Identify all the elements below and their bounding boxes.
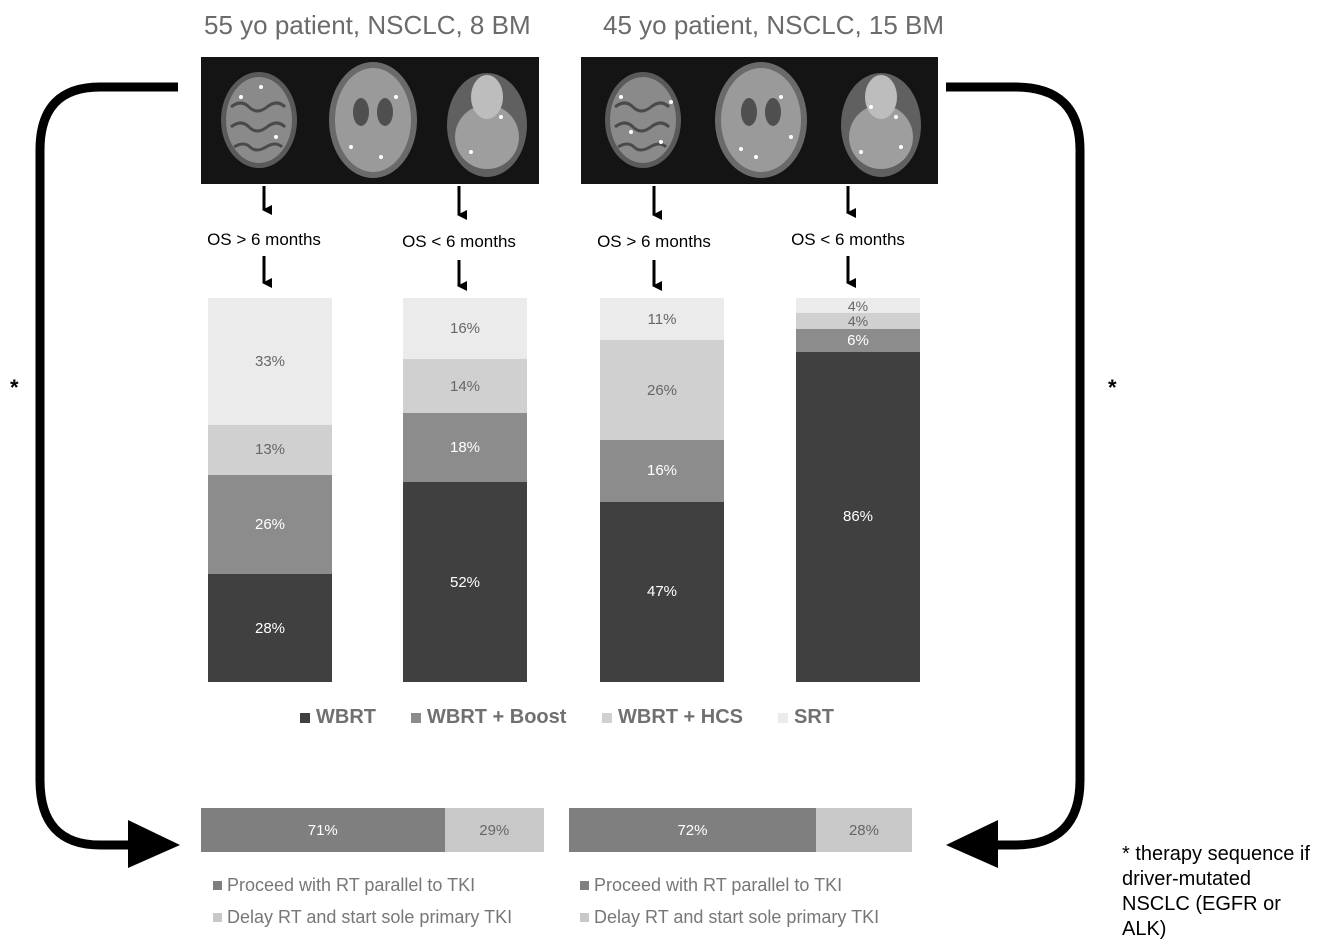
bar-segment-wbrt-hcs-2: 14% [403,359,527,414]
bar-label: 4% [847,313,869,330]
bar-segment-srt-4: 4% [796,297,920,314]
bar-segment-wbrt-boost-3: 16% [600,440,724,502]
os-label-1: OS > 6 months [207,230,321,249]
hlegend-swatch-proceed-right [580,881,589,890]
bar-label: 11% [647,310,677,328]
bar-segment-wbrt-4: 86% [796,351,920,682]
panel-title-right: 45 yo patient, NSCLC, 15 BM [603,10,945,40]
hlegend-swatch-proceed-left [213,881,222,890]
hbar-label: 71% [307,821,338,839]
hlegend-swatch-delay-right [580,913,589,922]
left-curved-connector [35,82,178,850]
hbar-segment-delay-1: 29% [444,808,544,852]
star-right: * [1108,375,1117,400]
legend-srt: SRT [778,706,834,729]
hlegend-proceed-left: Proceed with RT parallel to TKI [213,875,475,896]
bar-label: 26% [646,381,678,399]
bar-label: 18% [449,439,481,457]
star-left: * [10,375,19,400]
right-curved-connector [946,82,1085,850]
mri-image-right [581,57,938,184]
bar-segment-wbrt-boost-2: 18% [403,413,527,483]
bar-segment-wbrt-hcs-1: 13% [208,424,332,475]
hlegend-swatch-delay-left [213,913,222,922]
legend-label-wbrt: WBRT [316,706,376,728]
bar-segment-srt-2: 16% [403,298,527,360]
legend-swatch-wbrt-boost [411,712,421,723]
bar-label: 14% [449,377,481,395]
hbar-label: 28% [848,821,879,839]
bar-label: 33% [254,352,286,370]
legend-wbrt-hcs: WBRT + HCS [602,706,743,729]
bar-segment-wbrt-1: 28% [208,574,332,682]
bar-segment-srt-1: 33% [208,298,332,425]
hlegend-label-proceed-right: Proceed with RT parallel to TKI [594,875,843,895]
legend-swatch-wbrt-hcs [602,712,612,723]
legend-swatch-wbrt [300,712,310,723]
hlegend-label-proceed-left: Proceed with RT parallel to TKI [227,875,476,895]
bar-segment-wbrt-hcs-4: 4% [796,313,920,330]
hbar-segment-proceed-1: 71% [201,808,445,852]
hbar-label: 29% [479,821,510,839]
left-connector-arrowhead [128,820,180,868]
legend-wbrt: WBRT [300,706,376,729]
os-label-2: OS < 6 months [402,232,516,251]
hbar-segment-delay-2: 28% [815,808,912,852]
legend-swatch-srt [778,712,788,723]
legend-label-srt: SRT [794,706,834,728]
legend-label-wbrt-hcs: WBRT + HCS [618,706,743,728]
legend-wbrt-boost: WBRT + Boost [411,706,566,729]
down-arrows [262,186,856,291]
bar-label: 47% [646,583,678,601]
hlegend-label-delay-right: Delay RT and start sole primary TKI [594,907,880,927]
footnote: * therapy sequence if driver-mutated NSC… [1122,843,1310,940]
bar-segment-wbrt-hcs-3: 26% [600,340,724,441]
bar-label: 28% [254,619,286,637]
panel-title-left: 55 yo patient, NSCLC, 8 BM [204,10,531,40]
hlegend-delay-right: Delay RT and start sole primary TKI [580,907,879,928]
bar-label: 26% [254,516,286,534]
hbar-segment-proceed-2: 72% [569,808,816,852]
legend-label-wbrt-boost: WBRT + Boost [427,706,567,728]
hbar-label: 72% [677,821,708,839]
hlegend-delay-left: Delay RT and start sole primary TKI [213,907,512,928]
mri-image-left [201,57,539,184]
bar-label: 86% [842,508,874,526]
os-label-3: OS > 6 months [597,232,711,251]
bar-segment-wbrt-2: 52% [403,482,527,682]
bar-label: 16% [449,320,481,338]
bar-segment-wbrt-3: 47% [600,501,724,682]
hlegend-proceed-right: Proceed with RT parallel to TKI [580,875,842,896]
bar-label: 16% [646,462,678,480]
bar-segment-wbrt-boost-1: 26% [208,474,332,575]
bar-segment-srt-3: 11% [600,298,724,341]
bar-label: 13% [254,441,286,459]
hlegend-label-delay-left: Delay RT and start sole primary TKI [227,907,513,927]
right-connector-arrowhead [946,820,998,868]
bar-label: 6% [847,331,869,349]
bar-label: 4% [847,297,869,314]
bar-segment-wbrt-boost-4: 6% [796,328,920,352]
bar-label: 52% [449,573,481,591]
os-label-4: OS < 6 months [791,230,905,249]
